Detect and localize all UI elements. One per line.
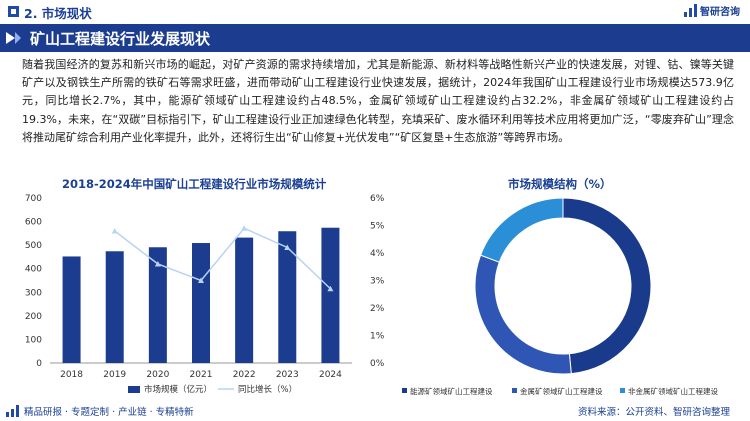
page-header: 2. 市场现状 智研咨询 — [0, 0, 750, 22]
legend-swatch-3 — [620, 388, 625, 393]
arrow-icon — [6, 32, 15, 44]
y2-tick-label: 1% — [370, 332, 385, 342]
bar-logo-icon — [684, 4, 697, 17]
legend-label-line: 同比增长（%） — [238, 384, 297, 395]
x-tick-label: 2023 — [276, 370, 299, 380]
legend-label-bar: 市场规模（亿元） — [144, 384, 212, 395]
brand-name: 智研咨询 — [700, 7, 740, 18]
footer-tagline: 精品研报 · 专题定制 · 产业链 · 专精特新 — [0, 404, 194, 418]
legend-swatch-2 — [512, 388, 517, 393]
legend-label-1: 能源矿领域矿山工程建设 — [410, 386, 493, 396]
section-square-icon — [8, 6, 19, 17]
legend-label-3: 非金属矿领域矿山工程建设 — [628, 386, 718, 396]
y2-tick-label: 3% — [370, 277, 385, 287]
title-banner: 矿山工程建设行业发展现状 — [0, 24, 750, 52]
footer-tagline-text: 精品研报 · 专题定制 · 产业链 · 专精特新 — [24, 407, 194, 418]
y2-tick-label: 6% — [370, 194, 385, 204]
growth-point-2020 — [154, 261, 161, 267]
bar-logo-icon — [6, 405, 20, 417]
y2-tick-label: 0% — [370, 359, 385, 369]
data-source: 资料来源：公开资料、智研咨询整理 — [577, 407, 730, 418]
x-tick-label: 2022 — [233, 370, 256, 380]
market-structure-donut: 能源矿领域矿山工程建设 金属矿领域矿山工程建设 非金属矿领域矿山工程建设 — [402, 197, 718, 396]
growth-point-2022 — [241, 225, 248, 231]
x-tick-label: 2019 — [103, 370, 126, 380]
x-tick-label: 2020 — [146, 370, 169, 380]
growth-point-2019 — [111, 228, 118, 234]
x-tick-label: 2021 — [190, 370, 213, 380]
y-tick-label: 0 — [36, 359, 42, 369]
legend-label-2: 金属矿领域矿山工程建设 — [520, 386, 603, 396]
donut-slice-2 — [474, 254, 572, 375]
bar-2018 — [62, 256, 81, 363]
bar-2019 — [105, 251, 124, 363]
market-size-chart: 0 100 200 300 400 500 600 700 0% 1% 2% 3% 4% 5% 6% 2018… — [25, 194, 385, 395]
bar-2023 — [278, 231, 297, 363]
y2-tick-label: 5% — [370, 222, 385, 232]
y-tick-label: 600 — [25, 218, 42, 228]
growth-point-2021 — [198, 277, 204, 283]
bar-chart-title: 2018-2024年中国矿山工程建设行业市场规模统计 — [62, 177, 327, 191]
y-tick-label: 500 — [25, 241, 42, 251]
page-title: 矿山工程建设行业发展现状 — [30, 30, 211, 48]
y-tick-label: 700 — [25, 194, 42, 204]
bar-2020 — [148, 247, 167, 363]
y-tick-label: 300 — [25, 288, 42, 298]
y2-tick-label: 2% — [370, 304, 385, 314]
y-tick-label: 200 — [25, 312, 42, 322]
growth-point-2023 — [284, 244, 291, 250]
donut-chart-title: 市场规模结构（%） — [508, 177, 612, 191]
bar-2022 — [235, 237, 254, 363]
x-tick-label: 2024 — [319, 370, 342, 380]
y-tick-label: 100 — [25, 335, 42, 345]
donut-slice-3 — [479, 197, 564, 263]
y2-tick-label: 4% — [370, 249, 385, 259]
intro-paragraph: 随着我国经济的复苏和新兴市场的崛起，对矿产资源的需求持续增加，尤其是新能源、新材… — [22, 58, 734, 144]
section-title: 2. 市场现状 — [24, 6, 92, 21]
brand-logo: 智研咨询 — [684, 3, 740, 18]
bar-2024 — [321, 227, 340, 363]
arrow-icon-secondary — [15, 32, 21, 44]
x-tick-label: 2018 — [60, 370, 83, 380]
growth-line — [114, 227, 331, 290]
donut-slice-1 — [562, 197, 652, 375]
legend-swatch-1 — [402, 388, 407, 393]
growth-point-2024 — [327, 285, 334, 292]
bar-2021 — [192, 243, 210, 363]
legend-swatch-bar — [128, 386, 140, 393]
y-tick-label: 400 — [25, 265, 42, 275]
